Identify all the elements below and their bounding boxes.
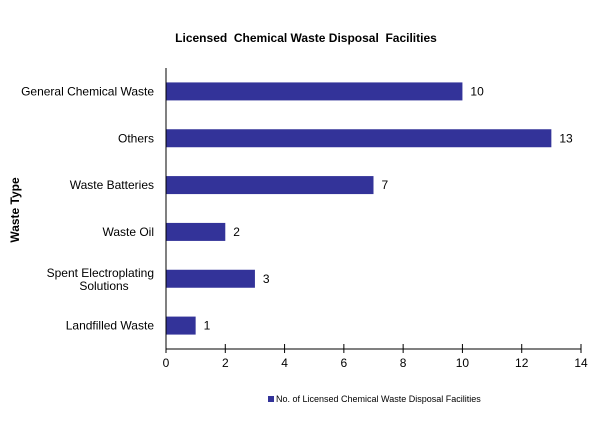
data-label: 10 [470,84,484,98]
data-label: 3 [263,272,270,286]
data-label: 7 [382,178,389,192]
bar [166,316,196,335]
bar [166,129,552,148]
category-label: Spent Electroplating Solutions [47,266,154,293]
category-label: Landfilled Waste [66,319,155,333]
x-tick-label: 12 [515,356,529,370]
legend-swatch [268,396,274,402]
x-tick-label: 10 [456,356,470,370]
x-tick-label: 0 [163,356,170,370]
data-label: 13 [559,131,573,145]
bar [166,269,255,288]
bar [166,176,374,195]
category-label: General Chemical Waste [21,84,154,98]
x-tick-label: 6 [341,356,348,370]
x-tick-label: 4 [281,356,288,370]
x-tick-label: 2 [222,356,229,370]
bar [166,222,226,241]
x-tick-label: 8 [400,356,407,370]
data-label: 2 [233,225,240,239]
category-label: Waste Batteries [70,178,154,192]
legend: No. of Licensed Chemical Waste Disposal … [268,394,481,404]
x-tick-label: 14 [574,356,588,370]
category-label: Waste Oil [102,225,154,239]
bar [166,82,463,101]
chart-title: Licensed Chemical Waste Disposal Facilit… [175,31,437,45]
data-label: 1 [204,319,211,333]
legend-label: No. of Licensed Chemical Waste Disposal … [276,394,481,404]
category-label: Others [118,131,154,145]
y-axis-label: Waste Type [8,177,22,243]
